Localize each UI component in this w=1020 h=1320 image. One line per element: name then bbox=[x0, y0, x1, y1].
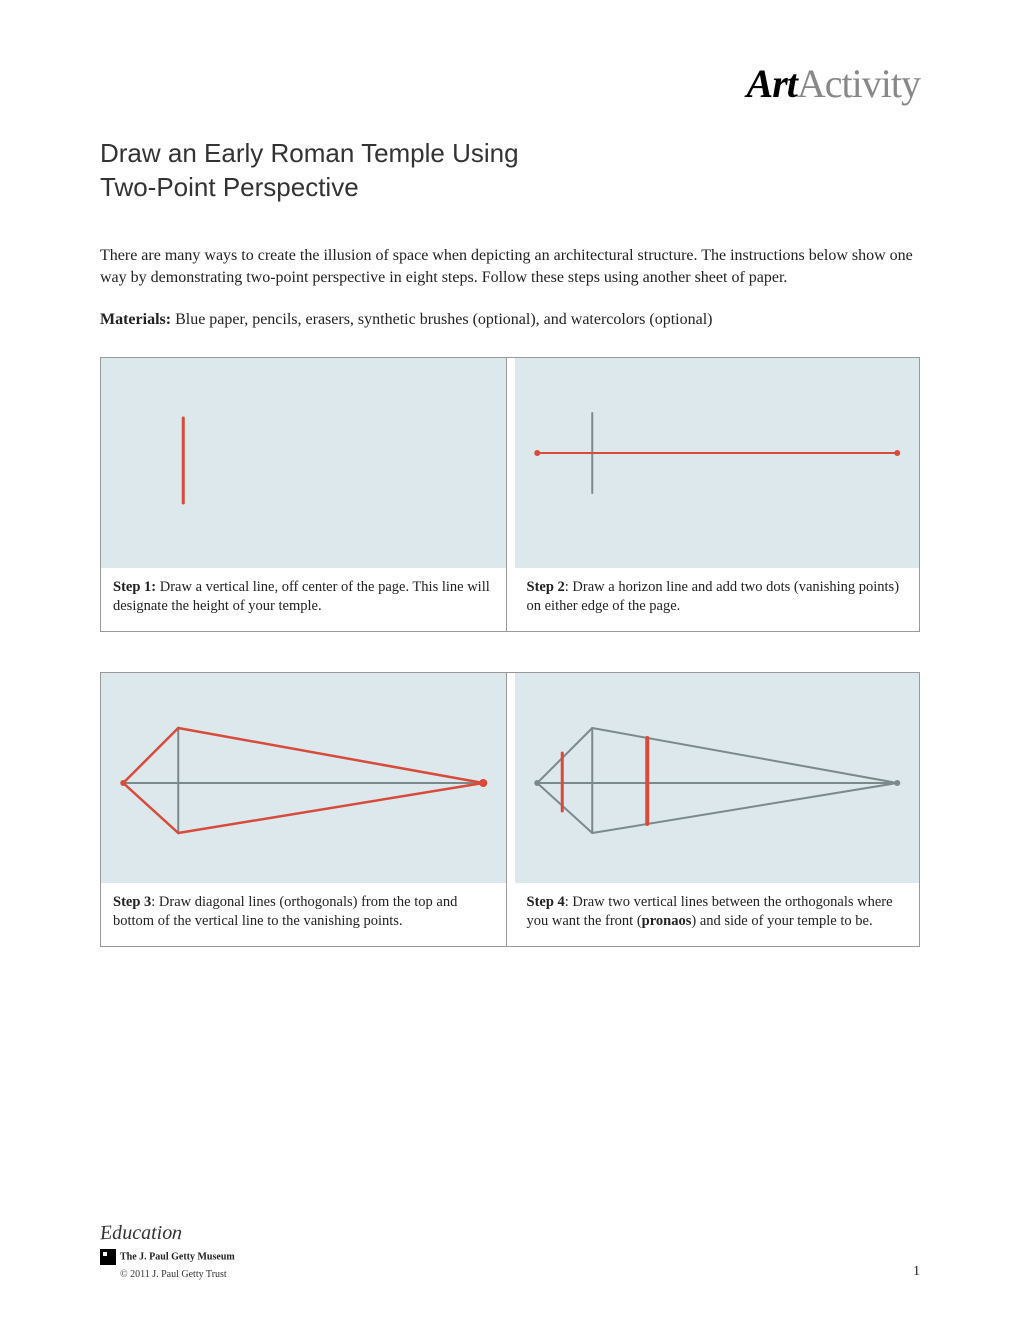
header-logo: ArtActivity bbox=[100, 60, 920, 107]
footer-museum-line: The J. Paul Getty Museum bbox=[100, 1249, 920, 1265]
step-row-1: Step 1: Draw a vertical line, off center… bbox=[100, 357, 920, 632]
step2-caption: Step 2: Draw a horizon line and add two … bbox=[515, 568, 920, 631]
step4-caption: Step 4: Draw two vertical lines between … bbox=[515, 883, 920, 946]
step2-text: : Draw a horizon line and add two dots (… bbox=[527, 579, 900, 615]
step-cell-2: Step 2: Draw a horizon line and add two … bbox=[515, 358, 920, 631]
step1-text: Draw a vertical line, off center of the … bbox=[113, 579, 490, 615]
step2-label: Step 2 bbox=[527, 579, 565, 595]
getty-icon bbox=[100, 1249, 116, 1265]
step4-text-suffix: ) and side of your temple to be. bbox=[691, 913, 872, 929]
title-line-1: Draw an Early Roman Temple Using bbox=[100, 138, 519, 168]
logo-part-art: Art bbox=[747, 61, 797, 106]
step-cell-3: Step 3: Draw diagonal lines (orthogonals… bbox=[101, 673, 507, 946]
step-cell-1: Step 1: Draw a vertical line, off center… bbox=[101, 358, 507, 631]
step2-image bbox=[515, 358, 920, 568]
intro-text: There are many ways to create the illusi… bbox=[100, 245, 920, 290]
page-number: 1 bbox=[913, 1264, 920, 1280]
title-line-2: Two-Point Perspective bbox=[100, 172, 359, 202]
step3-image bbox=[101, 673, 506, 883]
logo-part-activity: Activity bbox=[797, 61, 920, 106]
step3-text: : Draw diagonal lines (orthogonals) from… bbox=[113, 894, 457, 930]
step4-image bbox=[515, 673, 920, 883]
footer-copyright: © 2011 J. Paul Getty Trust bbox=[120, 1269, 920, 1280]
step4-bold: pronaos bbox=[642, 913, 692, 929]
step-cell-4: Step 4: Draw two vertical lines between … bbox=[515, 673, 920, 946]
footer-education: Education bbox=[100, 1222, 920, 1245]
step1-image bbox=[101, 358, 506, 568]
step3-label: Step 3 bbox=[113, 894, 151, 910]
page-title: Draw an Early Roman Temple Using Two-Poi… bbox=[100, 137, 920, 205]
step4-label: Step 4 bbox=[527, 894, 565, 910]
step1-caption: Step 1: Draw a vertical line, off center… bbox=[101, 568, 506, 631]
step3-caption: Step 3: Draw diagonal lines (orthogonals… bbox=[101, 883, 506, 946]
page-footer: Education The J. Paul Getty Museum © 201… bbox=[100, 1222, 920, 1280]
materials-line: Materials: Blue paper, pencils, erasers,… bbox=[100, 309, 920, 331]
step1-label: Step 1: bbox=[113, 579, 156, 595]
step-row-2: Step 3: Draw diagonal lines (orthogonals… bbox=[100, 672, 920, 947]
materials-label: Materials: bbox=[100, 311, 171, 328]
materials-text: Blue paper, pencils, erasers, synthetic … bbox=[171, 311, 712, 328]
footer-museum-text: The J. Paul Getty Museum bbox=[120, 1251, 235, 1262]
